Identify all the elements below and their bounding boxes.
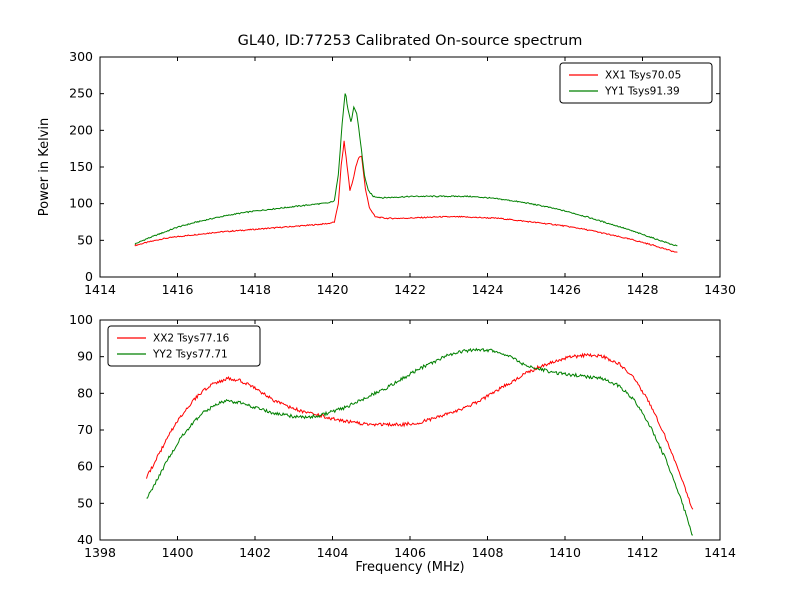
- series-YY2: [146, 347, 694, 536]
- y-ticks: 40 50 60 70 80 90 100: [69, 312, 720, 547]
- x-tick-label: 1398: [84, 545, 116, 560]
- y-tick-label: 80: [77, 385, 93, 400]
- x-tick-label: 1426: [549, 282, 581, 297]
- x-ticks: 1414 1416 1418 1420 1422 1424 1426 1428 1430: [84, 57, 736, 297]
- y-tick-label: 60: [77, 459, 93, 474]
- x-tick-label: 1420: [317, 282, 349, 297]
- x-tick-label: 1408: [472, 545, 504, 560]
- x-tick-label: 1402: [239, 545, 271, 560]
- y-tick-label: 100: [69, 196, 93, 211]
- y-tick-label: 70: [77, 422, 93, 437]
- x-axis-label: Frequency (MHz): [355, 560, 464, 575]
- y-tick-label: 100: [69, 312, 93, 327]
- x-tick-label: 1404: [317, 545, 349, 560]
- y-tick-label: 300: [69, 49, 93, 64]
- bottom-spectrum-chart: 1398 1400 1402 1404 1406 1408 1410 1412 1414 40 50…: [69, 312, 736, 575]
- series-XX1: [134, 140, 678, 253]
- x-tick-label: 1424: [472, 282, 504, 297]
- x-tick-label: 1422: [394, 282, 426, 297]
- legend-box: [107, 325, 261, 367]
- y-tick-label: 90: [77, 349, 93, 364]
- x-tick-label: 1414: [84, 282, 116, 297]
- legend-label: YY1 Tsys91.39: [604, 86, 680, 98]
- y-tick-label: 0: [85, 269, 93, 284]
- x-tick-label: 1410: [549, 545, 581, 560]
- y-ticks: 0 50 100 150 200 250 300: [69, 49, 720, 284]
- chart-title: GL40, ID:77253 Calibrated On-source spec…: [238, 33, 583, 49]
- x-tick-label: 1412: [627, 545, 659, 560]
- y-tick-label: 200: [69, 122, 93, 137]
- legend-label: XX2 Tsys77.16: [153, 333, 230, 345]
- legend: XX1 Tsys70.05 YY1 Tsys91.39: [559, 62, 713, 104]
- series-YY1: [134, 93, 678, 247]
- x-tick-label: 1418: [239, 282, 271, 297]
- x-tick-label: 1400: [162, 545, 194, 560]
- top-spectrum-chart: 1414 1416 1418 1420 1422 1424 1426 1428 14300501…: [37, 33, 736, 297]
- x-tick-label: 1430: [704, 282, 736, 297]
- legend-label: XX1 Tsys70.05: [605, 70, 681, 82]
- y-tick-label: 150: [69, 159, 93, 174]
- legend-box: [559, 62, 713, 104]
- legend: XX2 Tsys77.16 YY2 Tsys77.71: [107, 325, 261, 367]
- y-tick-label: 50: [77, 232, 93, 247]
- x-tick-label: 1414: [704, 545, 736, 560]
- x-ticks: 1398 1400 1402 1404 1406 1408 1410 1412 1414: [84, 320, 736, 560]
- y-tick-label: 250: [69, 86, 93, 101]
- y-axis-label: Power in Kelvin: [37, 118, 52, 216]
- y-tick-label: 50: [77, 495, 93, 510]
- x-tick-label: 1416: [162, 282, 194, 297]
- x-tick-label: 1428: [627, 282, 659, 297]
- y-tick-label: 40: [77, 532, 93, 547]
- series-XX2: [146, 352, 694, 510]
- legend-label: YY2 Tsys77.71: [152, 349, 228, 361]
- x-tick-label: 1406: [394, 545, 426, 560]
